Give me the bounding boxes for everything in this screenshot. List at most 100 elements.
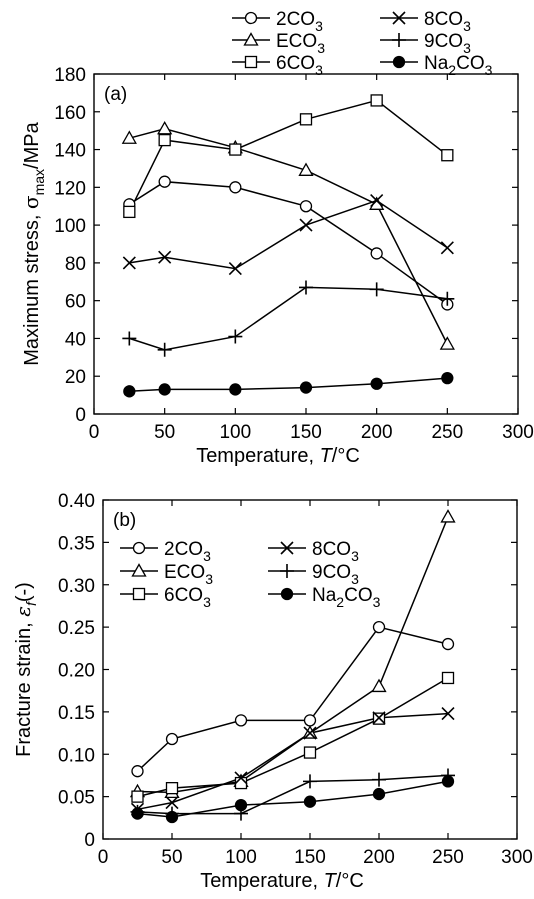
legend-label-s8: 8CO3 — [312, 539, 359, 564]
data-point-s9 — [299, 280, 313, 295]
y-tick-label: 0 — [75, 405, 86, 426]
legend-marker — [392, 55, 406, 69]
legend-marker — [280, 587, 294, 601]
data-point-sE — [440, 509, 456, 523]
y-tick-label: 120 — [54, 178, 86, 199]
y-tick-label: 60 — [65, 292, 86, 313]
data-point-s6 — [303, 746, 317, 759]
data-point-sE — [298, 162, 314, 176]
legend-marker — [280, 541, 294, 555]
x-tick-label: 300 — [502, 422, 534, 443]
x-tick-label: 150 — [290, 422, 322, 443]
legend-label-s9: 9CO3 — [312, 562, 359, 587]
legend-marker — [243, 32, 259, 46]
y-tick-label: 0.05 — [58, 788, 95, 809]
x-tick-label: 100 — [219, 422, 251, 443]
y-tick-label: 180 — [54, 65, 86, 86]
legend-marker — [244, 55, 258, 69]
data-point-s8 — [441, 707, 455, 721]
data-point-sNa — [441, 371, 454, 385]
y-tick-label: 0.20 — [58, 661, 95, 682]
data-point-s6 — [441, 149, 454, 162]
legend-marker — [280, 564, 294, 578]
panel-a: 0 50 100 150 200 250 300 0 20 40 60 80 100 120 140 160 1… — [19, 9, 534, 467]
y-tick-label: 0.35 — [58, 533, 95, 554]
data-point-s8 — [158, 250, 172, 264]
legend-label-s2: 2CO3 — [164, 539, 211, 564]
data-point-s8 — [372, 711, 386, 725]
data-point-s9 — [369, 282, 384, 297]
legend-marker — [392, 33, 406, 47]
legend: 2CO3 8CO3 ECO3 9CO3 6CO3 Na2CO3 — [232, 9, 493, 78]
data-point-sNa — [299, 381, 313, 394]
data-point-s2 — [299, 200, 313, 213]
y-tick-label: 140 — [54, 141, 86, 162]
x-axis-title: Temperature, T/°C — [196, 445, 360, 467]
data-point-s6 — [441, 671, 455, 685]
legend-label-s8: 8CO3 — [424, 9, 471, 34]
legend-label-sE: ECO3 — [164, 562, 213, 587]
series-line-s9 — [137, 774, 449, 815]
data-point-s6 — [370, 94, 383, 107]
data-point-s9 — [440, 291, 455, 306]
data-point-s2 — [234, 714, 248, 727]
legend-label-s6: 6CO3 — [164, 585, 211, 610]
data-point-s6 — [158, 133, 171, 147]
series-line-s9 — [129, 286, 448, 351]
y-tick-label: 20 — [65, 367, 86, 388]
legend-label-sE: ECO3 — [276, 31, 325, 56]
data-point-s8 — [370, 193, 384, 208]
x-tick-label: 200 — [361, 422, 393, 443]
legend-label-sNa: Na2CO3 — [312, 585, 381, 610]
data-point-sE — [439, 336, 455, 350]
data-point-s6 — [131, 790, 144, 803]
data-point-s8 — [234, 771, 248, 785]
data-point-s8 — [165, 795, 179, 810]
x-tick-label: 0 — [89, 422, 100, 443]
x-tick-label: 300 — [501, 847, 533, 868]
data-point-sE — [371, 678, 387, 693]
legend-label-s9: 9CO3 — [424, 31, 471, 56]
series-line-sNa — [129, 377, 448, 393]
data-point-s8 — [122, 256, 136, 270]
legend-marker — [392, 11, 406, 25]
data-point-s6 — [165, 782, 179, 795]
data-point-sNa — [303, 795, 317, 808]
y-tick-label: 0.15 — [58, 703, 95, 724]
legend-marker — [132, 587, 146, 601]
data-point-s2 — [158, 175, 171, 188]
legend-marker — [131, 563, 147, 577]
legend-marker — [132, 541, 146, 555]
legend-label-sNa: Na2CO3 — [424, 53, 493, 78]
data-point-s2 — [372, 620, 386, 634]
data-point-sNa — [131, 807, 144, 820]
series-line-s2 — [136, 626, 449, 772]
data-point-sNa — [165, 810, 179, 824]
y-tick-label: 0.10 — [58, 745, 95, 766]
data-point-s2 — [229, 181, 242, 194]
data-point-s8 — [440, 241, 454, 255]
data-point-sNa — [372, 787, 386, 801]
y-tick-label: 100 — [54, 216, 86, 237]
data-point-sNa — [234, 798, 248, 812]
data-point-sNa — [229, 383, 242, 396]
legend-label-s2: 2CO3 — [276, 9, 323, 34]
data-point-s9 — [122, 331, 137, 346]
data-point-s2 — [370, 247, 383, 260]
data-point-s8 — [303, 726, 317, 740]
data-point-sNa — [441, 775, 455, 788]
y-tick-label: 0 — [84, 830, 95, 851]
panel-b: 0 50 100 150 200 250 300 0 0.05 0.10 0.15 0.20 0.25 0… — [11, 491, 533, 892]
panel-label: (a) — [104, 84, 127, 105]
panel-label: (b) — [113, 510, 136, 531]
data-point-s8 — [228, 261, 242, 276]
x-axis-title: Temperature, T/°C — [200, 870, 364, 892]
data-point-s2 — [303, 714, 317, 727]
y-tick-label: 0.25 — [58, 618, 95, 639]
series-line-s6 — [128, 99, 448, 213]
y-tick-label: 0.40 — [58, 491, 95, 512]
series-line-sE — [129, 128, 448, 345]
x-tick-label: 250 — [431, 422, 463, 443]
data-point-s9 — [157, 342, 172, 357]
